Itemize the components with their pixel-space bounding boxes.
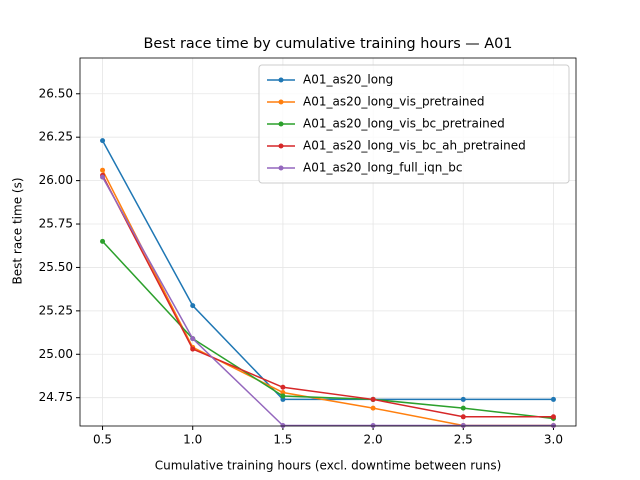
point [100, 167, 106, 173]
series-line [101, 176, 554, 427]
legend-marker [278, 77, 284, 83]
point [460, 396, 466, 402]
legend-label: A01_as20_long_vis_pretrained [303, 95, 485, 109]
legend-label: A01_as20_long_vis_bc_ah_pretrained [303, 139, 526, 153]
x-axis-label: Cumulative training hours (excl. downtim… [155, 459, 502, 473]
point [280, 389, 286, 395]
point [190, 303, 196, 309]
y-tick-label: 25.50 [39, 260, 73, 274]
x-tick-label: 1.5 [273, 433, 292, 447]
point [460, 405, 466, 411]
point [100, 138, 106, 144]
point [280, 396, 286, 402]
x-tick-label: 0.5 [93, 433, 112, 447]
series-line [101, 140, 554, 401]
y-tick-label: 26.25 [39, 130, 73, 144]
y-tick-label: 26.50 [39, 86, 73, 100]
point [550, 422, 556, 428]
plot-frame [79, 57, 577, 427]
series-line [101, 175, 554, 418]
point [460, 422, 466, 428]
point [280, 422, 286, 428]
y-tick-label: 26.00 [39, 173, 73, 187]
point [550, 414, 556, 420]
point [100, 174, 106, 180]
x-tick-label: 2.0 [364, 433, 383, 447]
legend-label: A01_as20_long_vis_bc_pretrained [303, 117, 505, 131]
point [370, 405, 376, 411]
point [370, 396, 376, 402]
y-tick-label: 25.75 [39, 217, 73, 231]
point [100, 238, 106, 244]
point [280, 393, 286, 399]
point [550, 396, 556, 402]
y-tick-label: 25.25 [39, 303, 73, 317]
legend-label: A01_as20_long_full_iqn_bc [303, 161, 463, 175]
x-tick-label: 2.5 [454, 433, 473, 447]
y-tick-label: 25.00 [39, 347, 73, 361]
y-axis-label: Best race time (s) [11, 177, 25, 284]
point [460, 414, 466, 420]
point [370, 422, 376, 428]
legend-marker [278, 99, 284, 105]
legend-label: A01_as20_long [303, 73, 393, 87]
series-line [101, 240, 554, 420]
x-tick-label: 3.0 [544, 433, 563, 447]
point [190, 346, 196, 352]
legend-marker [278, 143, 284, 149]
point [280, 384, 286, 390]
chart-title: Best race time by cumulative training ho… [144, 36, 513, 52]
legend-marker [278, 165, 284, 171]
legend-box [258, 64, 570, 184]
legend-marker [278, 121, 284, 127]
y-tick-label: 24.75 [39, 390, 73, 404]
point [190, 336, 196, 342]
x-tick-label: 1.0 [183, 433, 202, 447]
